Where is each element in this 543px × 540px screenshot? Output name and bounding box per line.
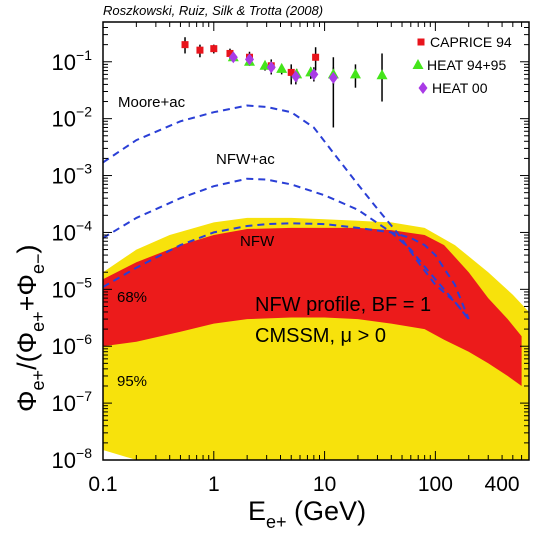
chart-title: Roszkowski, Ruiz, Silk & Trotta (2008) — [103, 3, 323, 18]
point-heat-00 — [266, 61, 276, 74]
y-tick-label: 10−2 — [52, 104, 93, 132]
legend-marker-heat-94-95 — [412, 59, 424, 69]
legend-marker-heat-00 — [418, 82, 428, 94]
annotation-model: CMSSM, μ > 0 — [255, 325, 386, 347]
curve-moore-ac — [103, 104, 470, 320]
point-caprice-94 — [210, 45, 218, 53]
curve-nfw — [103, 222, 470, 320]
y-tick-label: 10−3 — [52, 161, 93, 189]
point-heat-00 — [291, 70, 301, 83]
point-heat-94-95 — [349, 68, 361, 79]
axis-ticks: 0.1 1 10 100 400 10−8 10−7 10−6 10−5 10−4 10−3 10−2… — [52, 21, 530, 496]
point-caprice-94 — [226, 49, 234, 57]
legend: CAPRICE 94 HEAT 94+95 HEAT 00 — [412, 34, 512, 96]
confidence-bands — [103, 217, 529, 460]
x-tick-label: 400 — [485, 473, 520, 496]
chart-labels: Moore+ac NFW+ac NFW — [118, 94, 275, 250]
point-heat-94-95 — [276, 62, 288, 73]
curve-label-nfw: NFW — [240, 233, 275, 250]
x-tick-label: 0.1 — [88, 473, 117, 496]
band-68 — [103, 227, 522, 386]
y-tick-label: 10−7 — [52, 388, 93, 416]
point-heat-00 — [328, 71, 338, 84]
x-tick-label: 1 — [208, 473, 220, 496]
point-heat-94-95 — [376, 69, 388, 80]
x-tick-label: 10 — [313, 473, 336, 496]
point-heat-00 — [309, 68, 319, 81]
legend-label-heat-00: HEAT 00 — [432, 80, 488, 96]
model-curves — [103, 104, 470, 320]
legend-label-heat-94-95: HEAT 94+95 — [427, 57, 506, 73]
y-tick-label: 10−6 — [52, 331, 93, 359]
point-heat-00 — [244, 53, 254, 66]
point-caprice-94 — [181, 41, 189, 49]
legend-marker-caprice-94 — [417, 38, 425, 46]
band-label-68: 68% — [117, 289, 147, 306]
svg-text:Ee+ (GeV): Ee+ (GeV) — [248, 496, 366, 532]
annotation-profile: NFW profile, BF = 1 — [255, 294, 431, 316]
x-axis-label: Ee+ (GeV) — [248, 496, 366, 532]
y-tick-label: 10−4 — [52, 217, 93, 245]
curve-label-moore-ac: Moore+ac — [118, 94, 186, 111]
y-tick-label: 10−5 — [52, 274, 93, 302]
svg-text:Φe+/(Φe++Φe−): Φe+/(Φe++Φe−) — [12, 245, 48, 413]
data-points — [181, 37, 388, 128]
x-tick-label: 100 — [418, 473, 453, 496]
y-tick-label: 10−1 — [52, 47, 93, 75]
y-axis-label: Φe+/(Φe++Φe−) — [12, 245, 48, 413]
curve-nfw-ac — [103, 177, 470, 320]
point-heat-00 — [228, 51, 238, 64]
point-caprice-94 — [196, 46, 204, 54]
band-label-95: 95% — [117, 373, 147, 390]
legend-label-caprice-94: CAPRICE 94 — [430, 34, 512, 50]
curve-label-nfw-ac: NFW+ac — [216, 151, 275, 168]
point-caprice-94 — [312, 53, 320, 61]
point-caprice-94 — [287, 68, 295, 76]
y-tick-label: 10−8 — [52, 445, 93, 473]
